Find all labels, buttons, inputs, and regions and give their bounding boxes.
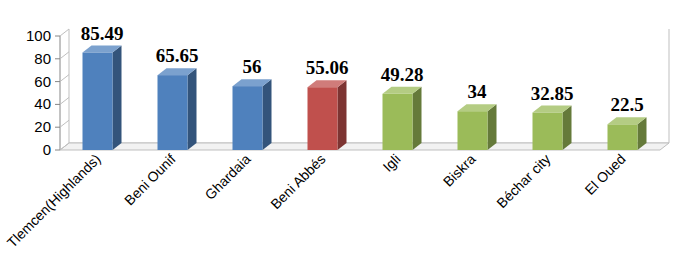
wall-tick bbox=[60, 97, 69, 104]
tick-mark bbox=[55, 104, 60, 105]
category-label: Tlemcen(Highlands) bbox=[4, 151, 104, 251]
data-label: 55.06 bbox=[306, 57, 349, 78]
bar-side bbox=[338, 80, 347, 150]
y-ticks: 0 20 40 60 80 100 bbox=[26, 27, 69, 158]
bar bbox=[533, 113, 563, 150]
wall-tick bbox=[60, 29, 69, 36]
bar-side bbox=[413, 87, 422, 150]
tick-label: 100 bbox=[26, 27, 51, 44]
category-label: Beni Ounif bbox=[121, 151, 179, 209]
data-label: 34 bbox=[468, 81, 488, 102]
floor bbox=[60, 143, 669, 150]
category-label: Ghardaia bbox=[202, 151, 254, 203]
tick-mark bbox=[55, 127, 60, 128]
tick-label: 60 bbox=[34, 73, 51, 90]
category-label: Béchar city bbox=[493, 151, 553, 211]
wall-tick bbox=[60, 120, 69, 127]
walls bbox=[60, 29, 669, 150]
bar-side bbox=[563, 106, 572, 150]
bar bbox=[383, 94, 413, 150]
tick-label: 0 bbox=[43, 141, 51, 158]
data-label: 32.85 bbox=[531, 83, 574, 104]
tick-mark bbox=[55, 150, 60, 151]
bar-top bbox=[233, 79, 272, 86]
bar bbox=[308, 87, 338, 150]
data-label: 65.65 bbox=[156, 45, 199, 66]
bar-side bbox=[488, 104, 497, 150]
category-label: Beni Abbés bbox=[267, 151, 328, 212]
category-label: Igli bbox=[380, 151, 404, 175]
bar-top bbox=[308, 80, 347, 87]
bar bbox=[158, 75, 188, 150]
bar-top bbox=[458, 104, 497, 111]
data-label: 56 bbox=[243, 56, 262, 77]
bar-side bbox=[113, 46, 122, 150]
data-label: 22.5 bbox=[610, 94, 643, 115]
bar-top bbox=[383, 87, 422, 94]
wall-tick bbox=[60, 143, 69, 150]
chart: 0 20 40 60 80 100 85.49 Tlemcen(Highlands) 65.65… bbox=[0, 0, 685, 276]
wall-tick bbox=[60, 52, 69, 59]
tick-mark bbox=[55, 81, 60, 82]
tick-label: 40 bbox=[34, 95, 51, 112]
bar bbox=[458, 111, 488, 150]
bar bbox=[83, 53, 113, 150]
bar bbox=[608, 124, 638, 150]
bar-top bbox=[158, 68, 197, 75]
bar-top bbox=[608, 117, 647, 124]
bar-side bbox=[263, 79, 272, 150]
tick-label: 80 bbox=[34, 50, 51, 67]
tick-mark bbox=[55, 58, 60, 59]
labels: 85.49 Tlemcen(Highlands) 65.65 Beni Ounif 56… bbox=[4, 23, 644, 251]
bars bbox=[83, 46, 647, 150]
data-label: 85.49 bbox=[81, 23, 124, 44]
bar-top bbox=[533, 106, 572, 113]
category-label: El Oued bbox=[582, 151, 629, 198]
wall-tick bbox=[60, 75, 69, 82]
tick-mark bbox=[55, 36, 60, 37]
bar-top bbox=[83, 46, 122, 53]
bar bbox=[233, 86, 263, 150]
data-label: 49.28 bbox=[381, 64, 424, 85]
tick-label: 20 bbox=[34, 118, 51, 135]
bar-side bbox=[188, 68, 197, 150]
y-axis bbox=[60, 36, 61, 150]
category-label: Biskra bbox=[440, 151, 479, 190]
